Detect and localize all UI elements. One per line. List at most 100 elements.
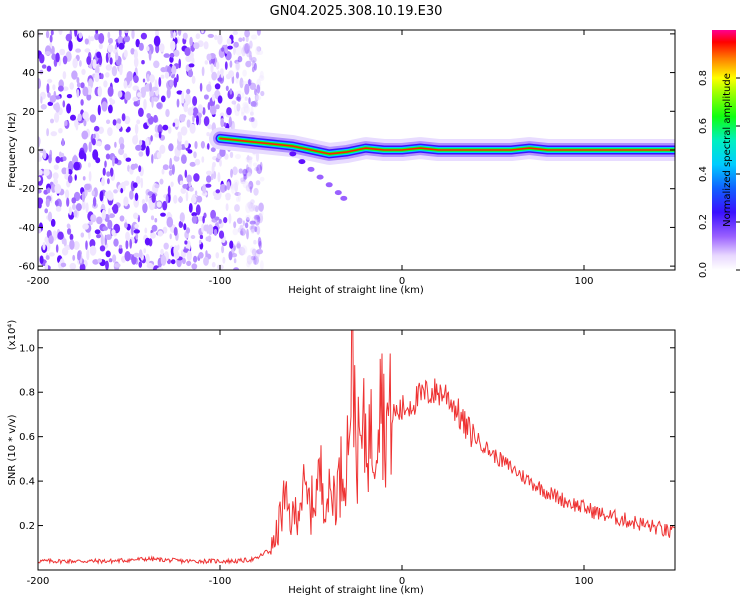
noise-blob [169, 157, 173, 169]
noise-blob [69, 233, 74, 241]
noise-blob [143, 248, 146, 254]
noise-blob [185, 191, 189, 202]
noise-blob [138, 139, 143, 146]
noise-blob [88, 171, 92, 182]
noise-blob [151, 96, 154, 108]
noise-blob [129, 238, 132, 249]
noise-blob [91, 190, 96, 197]
noise-blob [96, 51, 102, 59]
colorbar-gradient [712, 30, 736, 270]
noise-blob [38, 136, 41, 148]
noise-blob [247, 79, 253, 85]
noise-blob [224, 185, 227, 192]
noise-blob [186, 174, 192, 184]
noise-blob [233, 179, 240, 187]
noise-blob [108, 104, 113, 114]
noise-blob [239, 77, 244, 89]
noise-blob [228, 213, 232, 224]
noise-blob [229, 60, 233, 68]
noise-blob [234, 181, 238, 193]
noise-blob [42, 150, 47, 160]
noise-blob [52, 84, 56, 91]
noise-blob [157, 230, 163, 237]
top-y-axis: -60 -40 -20 0 20 40 60 [19, 29, 675, 273]
noise-blob [41, 64, 47, 69]
noise-blob [55, 102, 60, 113]
noise-blob [256, 46, 262, 52]
noise-blob [242, 226, 246, 237]
noise-blob [247, 157, 253, 165]
noise-blob [224, 153, 229, 160]
noise-blob [58, 85, 64, 92]
noise-blob [81, 200, 86, 211]
noise-blob [59, 48, 66, 56]
noise-blob [160, 95, 166, 103]
noise-blob [245, 60, 252, 68]
noise-blob [193, 151, 197, 159]
noise-blob [100, 234, 104, 246]
noise-blob [158, 131, 162, 139]
noise-blob [207, 224, 214, 236]
noise-blob [260, 90, 265, 97]
y-tick-label: 0.6 [19, 432, 35, 443]
noise-blob [242, 180, 249, 189]
noise-blob [214, 34, 218, 41]
noise-blob [38, 78, 41, 89]
y-tick-label: 1.0 [19, 343, 35, 354]
noise-blob [209, 105, 217, 115]
noise-blob [184, 240, 188, 245]
noise-blob [182, 32, 188, 40]
colorbar-label: Normalized spectral amplitude [722, 73, 733, 227]
noise-blob [242, 69, 247, 77]
noise-blob [227, 45, 233, 50]
noise-blob [206, 170, 212, 176]
noise-blob [196, 195, 203, 203]
noise-blob [173, 77, 178, 88]
noise-blob [107, 44, 114, 53]
noise-blob [235, 153, 241, 160]
noise-blob [90, 214, 97, 223]
noise-blob [164, 71, 170, 79]
noise-blob [230, 183, 237, 190]
chart-title: GN04.2025.308.10.19.E30 [270, 4, 443, 19]
noise-blob [72, 58, 78, 69]
noise-blob [118, 247, 123, 254]
noise-blob [221, 47, 225, 52]
noise-blob [250, 199, 255, 205]
noise-blob [252, 204, 260, 212]
noise-blob [228, 251, 233, 261]
noise-blob [52, 172, 59, 180]
noise-blob [57, 231, 64, 240]
y-tick-label: 0.8 [19, 388, 35, 399]
noise-blob [256, 248, 263, 255]
colorbar-tick-label: 0.0 [698, 262, 709, 278]
noise-blob [219, 183, 227, 193]
noise-blob [215, 61, 220, 70]
noise-blob [214, 216, 220, 221]
noise-blob [105, 64, 113, 71]
noise-blob [62, 55, 68, 65]
noise-blob [206, 132, 210, 137]
noise-blob [253, 214, 260, 220]
noise-blob [81, 130, 89, 140]
noise-blob [252, 60, 256, 68]
noise-blob [207, 124, 213, 130]
noise-blob [82, 111, 89, 120]
noise-blob [71, 197, 77, 204]
noise-blob [252, 162, 258, 167]
noise-blob [38, 189, 42, 194]
noise-blob [189, 161, 196, 167]
noise-blob [138, 42, 144, 51]
noise-blob [142, 78, 146, 83]
colorbar-ticks: 0.0 0.2 0.4 0.6 0.8 [698, 70, 740, 278]
noise-blob [74, 174, 77, 181]
noise-blob [117, 90, 123, 98]
noise-blob [44, 51, 51, 56]
noise-blob [104, 144, 111, 151]
noise-blob [168, 143, 174, 152]
noise-blob [44, 208, 48, 214]
noise-blob [141, 60, 145, 65]
noise-blob [249, 225, 254, 231]
noise-blob [107, 178, 110, 185]
